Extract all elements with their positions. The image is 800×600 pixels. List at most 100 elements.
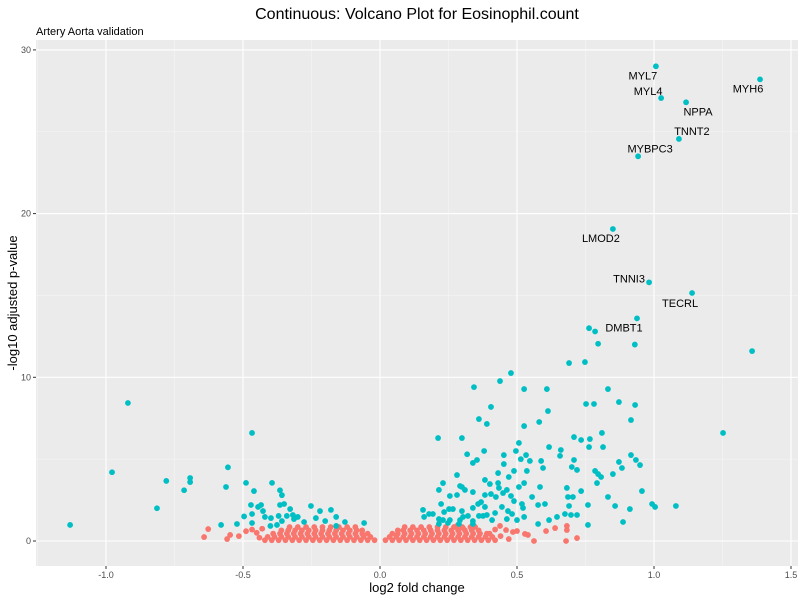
data-point-labeled [689,290,695,296]
data-point-significant [435,435,441,441]
data-point-significant [243,479,249,486]
not-significant-points [201,523,580,544]
data-point-not-significant [514,528,520,534]
y-tick-label: 10 [21,372,31,382]
data-point-not-significant [344,524,351,530]
data-point-significant [476,513,482,519]
data-point-significant [482,477,488,483]
data-point-significant [583,401,589,407]
data-point-not-significant [525,532,531,538]
data-point-significant [308,503,314,509]
gene-label: MYH6 [733,83,764,95]
data-point-significant [438,501,445,507]
data-point-significant [566,503,572,509]
data-point-significant [251,488,257,494]
data-point-significant [312,515,319,521]
data-point-significant [574,467,580,473]
data-point-significant [267,523,274,529]
data-point-significant [241,513,247,520]
data-point-significant [187,479,194,485]
data-point-significant [639,488,645,494]
data-point-significant [517,456,524,463]
data-point-significant [456,521,462,527]
data-point-significant [571,457,577,463]
data-point-significant [592,328,598,335]
data-point-significant [333,523,340,529]
data-point-significant [67,522,74,528]
data-point-not-significant [294,524,301,530]
data-point-significant [342,519,348,525]
data-point-significant [619,465,625,471]
data-point-not-significant [503,527,509,533]
data-point-not-significant [340,527,346,534]
data-point-significant [511,498,517,504]
data-point-significant [281,501,287,507]
data-point-not-significant [414,527,420,534]
data-point-significant [482,492,488,498]
data-point-significant [652,504,658,510]
data-point-significant [557,447,564,453]
gene-label: DMBT1 [605,322,642,334]
data-point-significant [535,521,541,527]
data-point-significant [585,502,591,508]
data-point-significant [505,508,511,514]
data-point-significant [462,487,468,493]
gene-label: MYL4 [634,86,663,98]
data-point-significant [513,448,519,454]
data-point-significant [109,469,115,476]
data-point-significant [586,444,592,450]
data-point-not-significant [243,528,249,535]
data-point-significant [500,452,507,458]
data-point-significant [445,520,451,526]
data-point-significant [521,423,528,429]
data-point-significant [125,400,131,406]
data-point-not-significant [359,527,366,534]
gene-label: LMOD2 [582,233,620,245]
data-point-labeled [757,76,763,83]
data-point-significant [612,503,618,509]
data-point-not-significant [227,532,234,538]
data-point-significant [218,522,224,528]
data-point-not-significant [563,527,570,533]
data-point-significant [471,384,477,391]
data-point-significant [486,481,493,487]
data-point-not-significant [201,534,207,540]
data-point-significant [465,513,471,519]
data-point-significant [605,386,611,392]
data-point-significant [481,448,488,454]
data-point-labeled [658,95,665,101]
data-point-significant [631,341,638,348]
x-tick-label: 0.5 [511,570,524,580]
data-point-labeled [683,99,689,106]
data-point-significant [542,501,548,507]
data-point-not-significant [205,526,212,532]
data-point-significant [505,474,512,480]
x-tick-label: 0.0 [374,570,387,580]
data-point-significant [469,505,476,511]
data-point-significant [557,452,563,459]
data-point-significant [523,468,530,474]
plot-panel [36,40,798,566]
data-point-significant [441,509,448,515]
data-point-significant [516,484,522,490]
data-point-significant [249,511,255,517]
data-point-not-significant [574,535,580,541]
data-point-significant [605,494,611,500]
y-tick-label: 0 [26,536,31,546]
data-point-significant [595,340,602,347]
data-point-significant [478,499,485,505]
data-point-not-significant [497,523,503,529]
data-point-significant [591,401,597,407]
data-point-significant [514,517,520,523]
data-point-significant [317,508,323,514]
x-tick-label: 1.0 [648,570,661,580]
data-point-significant [249,430,255,436]
data-point-significant [440,480,446,486]
data-point-significant [538,458,545,464]
data-point-significant [499,504,505,510]
data-point-significant [154,505,160,512]
data-point-significant [720,430,726,436]
y-axis-ticks: 0 10 20 30 [21,45,36,546]
data-point-significant [628,452,634,458]
